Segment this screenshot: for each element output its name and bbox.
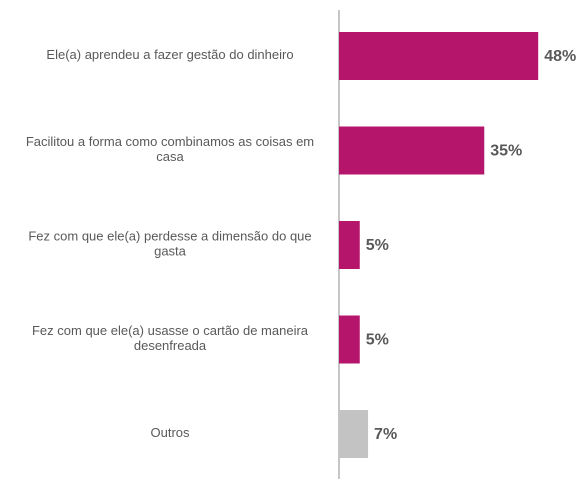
bar <box>339 221 360 269</box>
category-label: Ele(a) aprendeu a fazer gestão do dinhei… <box>46 47 293 62</box>
bar <box>339 32 539 80</box>
value-label: 5% <box>366 332 389 349</box>
value-label: 7% <box>374 426 397 443</box>
category-label: Facilitou a forma como combinamos as coi… <box>26 134 314 164</box>
value-label: 35% <box>490 143 522 160</box>
category-label: Fez com que ele(a) perdesse a dimensão d… <box>28 229 311 259</box>
value-label: 48% <box>544 48 576 65</box>
bar <box>339 410 369 458</box>
bar <box>339 126 485 175</box>
bar <box>339 315 360 364</box>
value-label: 5% <box>366 237 389 254</box>
category-label: Outros <box>150 425 190 440</box>
category-label: Fez com que ele(a) usasse o cartão de ma… <box>32 323 309 353</box>
